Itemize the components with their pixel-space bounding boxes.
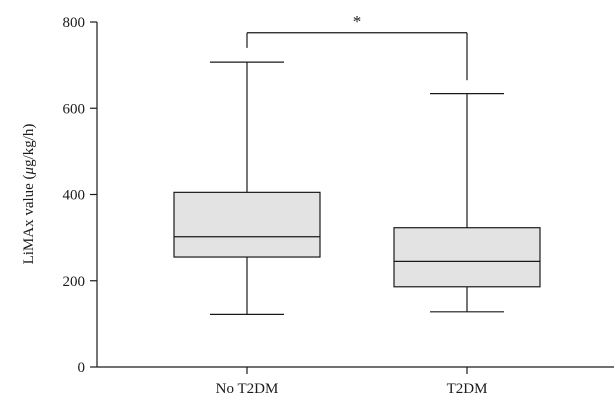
y-axis-title-prefix: LiMAx value ( [21,174,37,264]
y-axis-title: LiMAx value (μg/kg/h) [21,124,37,265]
y-axis-title-mu: μ [21,166,37,175]
y-tick-label: 200 [63,274,86,290]
boxes [173,61,541,315]
x-ticks: No T2DM T2DM [216,367,488,397]
significance-label: * [353,12,362,31]
iqr-box [393,227,541,288]
y-ticks: 0 200 400 600 800 [63,15,97,376]
y-tick-label: 400 [63,188,86,204]
significance-bracket: * [246,12,468,81]
y-axis-title-suffix: g/kg/h) [21,124,37,167]
box-group [393,92,541,313]
x-tick-label: No T2DM [216,381,279,397]
y-tick-label: 0 [78,360,86,376]
y-tick-label: 600 [63,101,86,117]
x-tick-label: T2DM [447,381,488,397]
iqr-box [173,191,321,258]
box-group [173,61,321,315]
y-tick-label: 800 [63,15,86,31]
